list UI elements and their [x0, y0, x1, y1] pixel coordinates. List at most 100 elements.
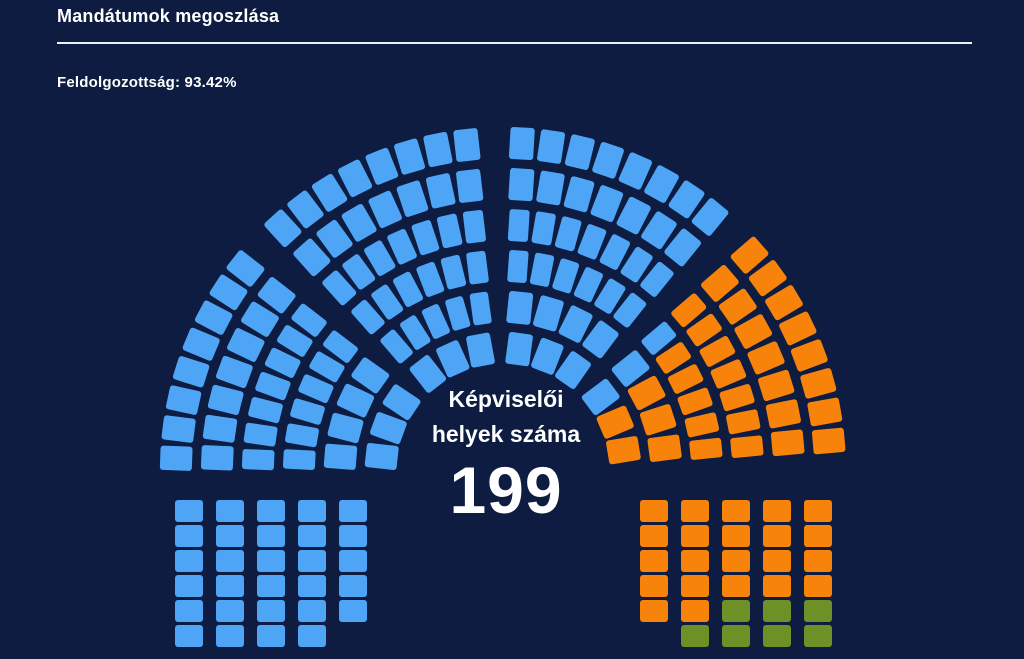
seat	[555, 351, 591, 389]
seat	[394, 138, 426, 175]
seat	[425, 173, 456, 209]
seat	[400, 315, 431, 350]
seat	[552, 258, 580, 294]
seat	[640, 525, 668, 547]
seat	[507, 250, 529, 283]
seat	[581, 378, 620, 416]
seat	[257, 277, 296, 314]
seat	[722, 550, 750, 572]
seat	[640, 550, 668, 572]
seat	[436, 213, 463, 249]
seat	[339, 550, 367, 572]
seat	[257, 525, 285, 547]
seat	[216, 550, 244, 572]
seat	[681, 500, 709, 522]
seat	[763, 500, 791, 522]
seat	[722, 625, 750, 647]
seat	[536, 170, 565, 206]
seat	[564, 134, 595, 170]
seat	[351, 357, 390, 394]
seat	[620, 246, 653, 283]
seat	[763, 625, 791, 647]
seat	[616, 196, 651, 235]
seat	[423, 131, 453, 168]
seat	[226, 250, 265, 287]
seat	[577, 224, 607, 260]
seat	[282, 449, 316, 470]
seat	[339, 525, 367, 547]
seat	[380, 329, 413, 364]
seat	[264, 209, 302, 248]
seat	[748, 260, 787, 297]
seat	[701, 265, 739, 302]
seat	[290, 398, 325, 425]
seat	[159, 445, 193, 471]
seat	[216, 600, 244, 622]
seat	[640, 575, 668, 597]
seat	[747, 341, 785, 375]
seat	[309, 351, 345, 383]
seat	[445, 296, 471, 331]
seat	[804, 575, 832, 597]
seat	[640, 600, 668, 622]
seat	[298, 550, 326, 572]
seat	[469, 291, 492, 326]
seat	[264, 347, 301, 378]
seat	[681, 600, 709, 622]
seat	[338, 159, 373, 198]
seat	[323, 330, 358, 363]
seat	[689, 437, 723, 460]
seat	[804, 625, 832, 647]
seat	[508, 168, 535, 202]
seat	[216, 525, 244, 547]
seat	[202, 414, 238, 443]
seat	[722, 525, 750, 547]
seat	[726, 409, 761, 435]
seat	[667, 364, 704, 394]
seat	[298, 525, 326, 547]
seat	[257, 550, 285, 572]
seat	[257, 575, 285, 597]
seat	[507, 209, 530, 242]
seat	[627, 375, 666, 411]
seat	[255, 371, 291, 401]
seat	[763, 575, 791, 597]
seat	[316, 219, 353, 258]
seat	[285, 423, 319, 448]
seat	[691, 198, 729, 236]
seat	[453, 128, 481, 162]
seat	[730, 236, 769, 274]
seat	[639, 404, 677, 436]
seat	[342, 254, 376, 290]
seat	[722, 575, 750, 597]
seat	[161, 415, 196, 443]
seat	[640, 261, 674, 297]
seat	[323, 443, 358, 470]
seat	[596, 405, 634, 439]
seat	[339, 575, 367, 597]
seat	[763, 525, 791, 547]
processing-progress-label: Feldolgozottság: 93.42%	[57, 74, 237, 91]
seat	[440, 254, 467, 290]
seat	[681, 525, 709, 547]
seat	[243, 422, 278, 447]
seat	[763, 550, 791, 572]
seat	[508, 126, 535, 161]
seat	[718, 288, 757, 325]
seat	[573, 267, 603, 303]
seat	[647, 434, 682, 463]
seat	[582, 320, 619, 359]
seat	[339, 600, 367, 622]
seat	[257, 500, 285, 522]
seat	[216, 355, 253, 389]
seat	[466, 332, 495, 368]
seat	[396, 180, 429, 217]
seat	[558, 305, 593, 343]
seat	[364, 240, 396, 277]
seat	[200, 445, 234, 471]
seat	[322, 270, 357, 306]
seat	[339, 500, 367, 522]
seat	[677, 387, 713, 416]
seat	[364, 443, 399, 470]
